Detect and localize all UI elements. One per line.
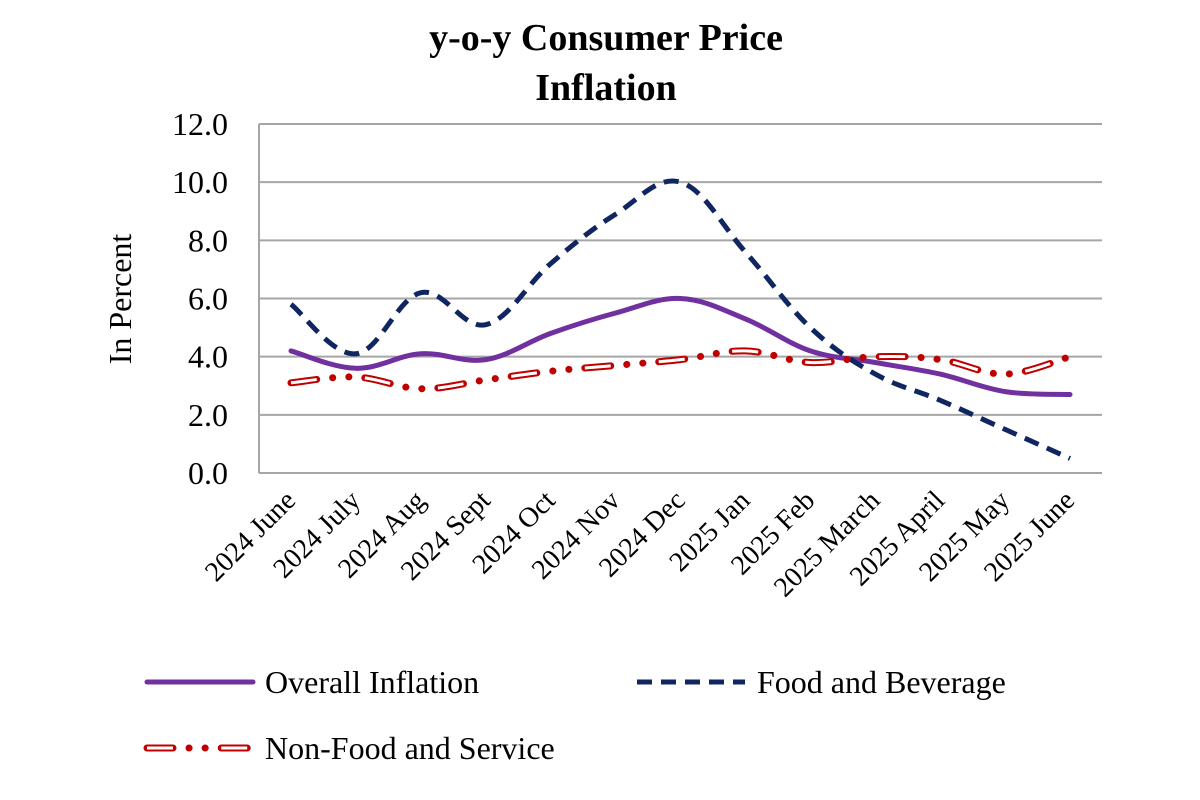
y-tick-label: 8.0 (188, 222, 228, 258)
y-tick-label: 0.0 (188, 455, 228, 491)
y-tick-labels: 0.0 2.0 4.0 6.0 8.0 10.0 12.0 (172, 106, 228, 491)
y-tick-label: 6.0 (188, 281, 228, 317)
legend-item-2: Non-Food and Service (143, 730, 555, 766)
y-tick-label: 12.0 (172, 106, 228, 142)
chart-title: y-o-y Consumer Price Inflation (429, 17, 783, 109)
y-tick-label: 10.0 (172, 164, 228, 200)
series-line-2 (287, 347, 1074, 393)
series-line-0-path (288, 295, 1073, 397)
legend: Overall Inflation Food and Beverage Non-Fo… (143, 664, 1006, 766)
chart-title-line-2: Inflation (535, 67, 676, 109)
series-line-0 (288, 295, 1073, 397)
legend-label-2: Non-Food and Service (265, 730, 555, 766)
y-tick-label: 2.0 (188, 397, 228, 433)
legend-item-1: Food and Beverage (637, 664, 1006, 700)
legend-label-1: Food and Beverage (757, 664, 1006, 700)
legend-item-0: Overall Inflation (144, 664, 479, 700)
series-line-1 (289, 178, 1072, 461)
series-lines (287, 178, 1074, 461)
y-tick-label: 4.0 (188, 339, 228, 375)
series-line-2-path-inner (290, 349, 1071, 391)
y-axis-title: In Percent (102, 234, 138, 365)
legend-label-0: Overall Inflation (265, 664, 479, 700)
series-line-1-path (289, 178, 1072, 461)
chart-title-line-1: y-o-y Consumer Price (429, 17, 783, 59)
